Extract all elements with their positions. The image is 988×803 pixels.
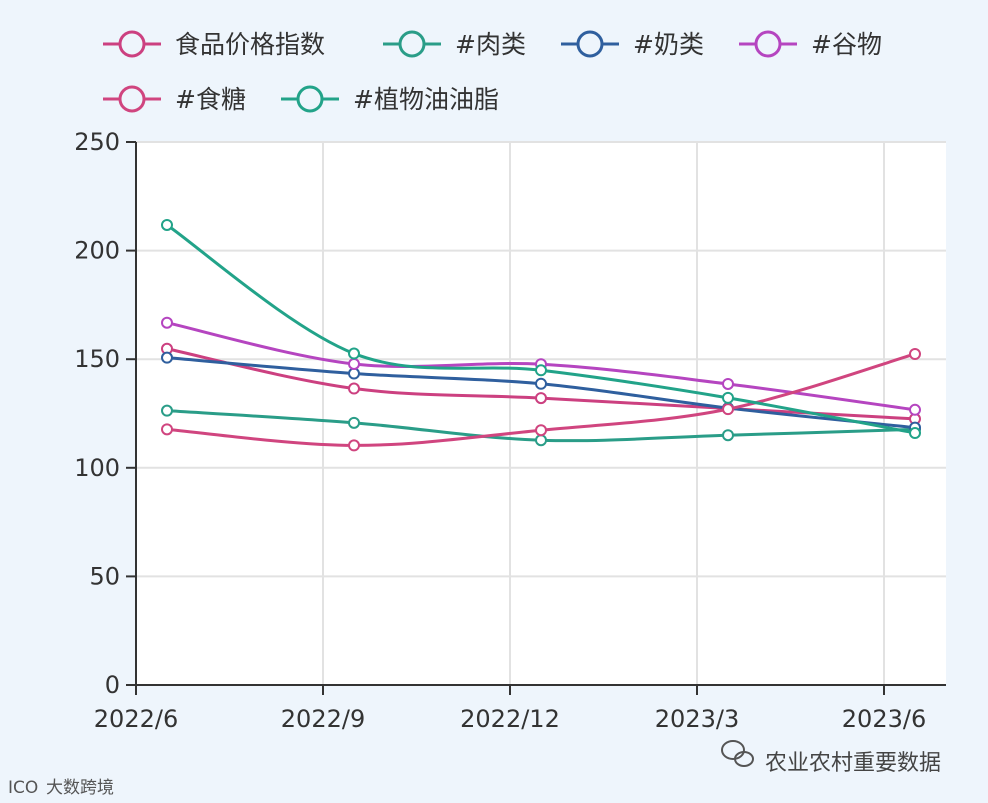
data-point[interactable] (348, 347, 360, 360)
data-point[interactable] (161, 316, 173, 329)
data-point[interactable] (535, 434, 547, 447)
data-point[interactable] (535, 364, 547, 377)
legend-label: #食糖 (175, 85, 246, 114)
y-tick-label: 150 (74, 345, 120, 373)
x-tick-label: 2023/6 (842, 705, 926, 733)
legend-swatch-marker (118, 85, 146, 113)
legend-label: #奶类 (633, 30, 704, 59)
legend-item[interactable]: #奶类 (561, 30, 704, 59)
data-point[interactable] (161, 423, 173, 436)
legend-label: #谷物 (811, 30, 882, 59)
legend-swatch-marker (296, 85, 324, 113)
legend-item[interactable]: #食糖 (103, 85, 246, 114)
series-4 (161, 347, 921, 452)
data-point[interactable] (909, 347, 921, 360)
data-point[interactable] (909, 427, 921, 440)
data-point[interactable] (161, 404, 173, 417)
data-point[interactable] (161, 218, 173, 231)
y-tick-label: 200 (74, 237, 120, 265)
legend-item[interactable]: #肉类 (383, 30, 526, 59)
horizontal-gridlines (136, 141, 946, 578)
x-tick-label: 2022/9 (281, 705, 365, 733)
series-layer (161, 218, 921, 452)
x-tick-label: 2022/6 (94, 705, 178, 733)
data-point[interactable] (722, 391, 734, 404)
data-point[interactable] (722, 429, 734, 442)
x-axis-ticks: 2022/6 2022/9 2022/12 2023/3 2023/6 (94, 685, 926, 733)
legend-label: #植物油油脂 (353, 85, 499, 114)
legend-swatch-marker (576, 30, 604, 58)
legend-label: #肉类 (455, 30, 526, 59)
data-point[interactable] (909, 403, 921, 416)
series-5 (161, 218, 921, 440)
y-tick-label: 250 (74, 128, 120, 156)
data-point[interactable] (348, 416, 360, 429)
legend-item[interactable]: 食品价格指数 (103, 30, 325, 59)
y-tick-label: 0 (105, 671, 120, 699)
watermark: 农业农村重要数据 (721, 740, 941, 776)
logo-watermark: ICO 大数跨境 (8, 778, 114, 798)
data-point[interactable] (348, 439, 360, 452)
watermark-text: 农业农村重要数据 (765, 751, 941, 776)
data-point[interactable] (535, 377, 547, 390)
legend: 食品价格指数 #肉类 #奶类 #谷物 #食糖 #植物油油脂 (103, 30, 882, 114)
data-point[interactable] (348, 382, 360, 395)
logo-mark: ICO (8, 778, 38, 798)
legend-label: 食品价格指数 (175, 30, 325, 59)
legend-swatch-marker (118, 30, 146, 58)
legend-item[interactable]: #谷物 (739, 30, 882, 59)
wechat-icon (721, 740, 754, 767)
y-axis-ticks: 0 50 100 150 200 250 (74, 128, 136, 699)
x-tick-label: 2023/3 (655, 705, 739, 733)
x-tick-label: 2022/12 (460, 705, 560, 733)
data-point[interactable] (161, 351, 173, 364)
y-tick-label: 50 (89, 562, 120, 590)
axes (135, 142, 946, 686)
logo-text: 大数跨境 (46, 778, 114, 798)
legend-swatch-marker (398, 30, 426, 58)
data-point[interactable] (348, 367, 360, 380)
legend-item[interactable]: #植物油油脂 (281, 85, 499, 114)
data-point[interactable] (348, 357, 360, 370)
data-point[interactable] (535, 424, 547, 437)
data-point[interactable] (535, 392, 547, 405)
legend-swatch-marker (754, 30, 782, 58)
data-point[interactable] (722, 403, 734, 416)
y-tick-label: 100 (74, 454, 120, 482)
data-point[interactable] (722, 377, 734, 390)
